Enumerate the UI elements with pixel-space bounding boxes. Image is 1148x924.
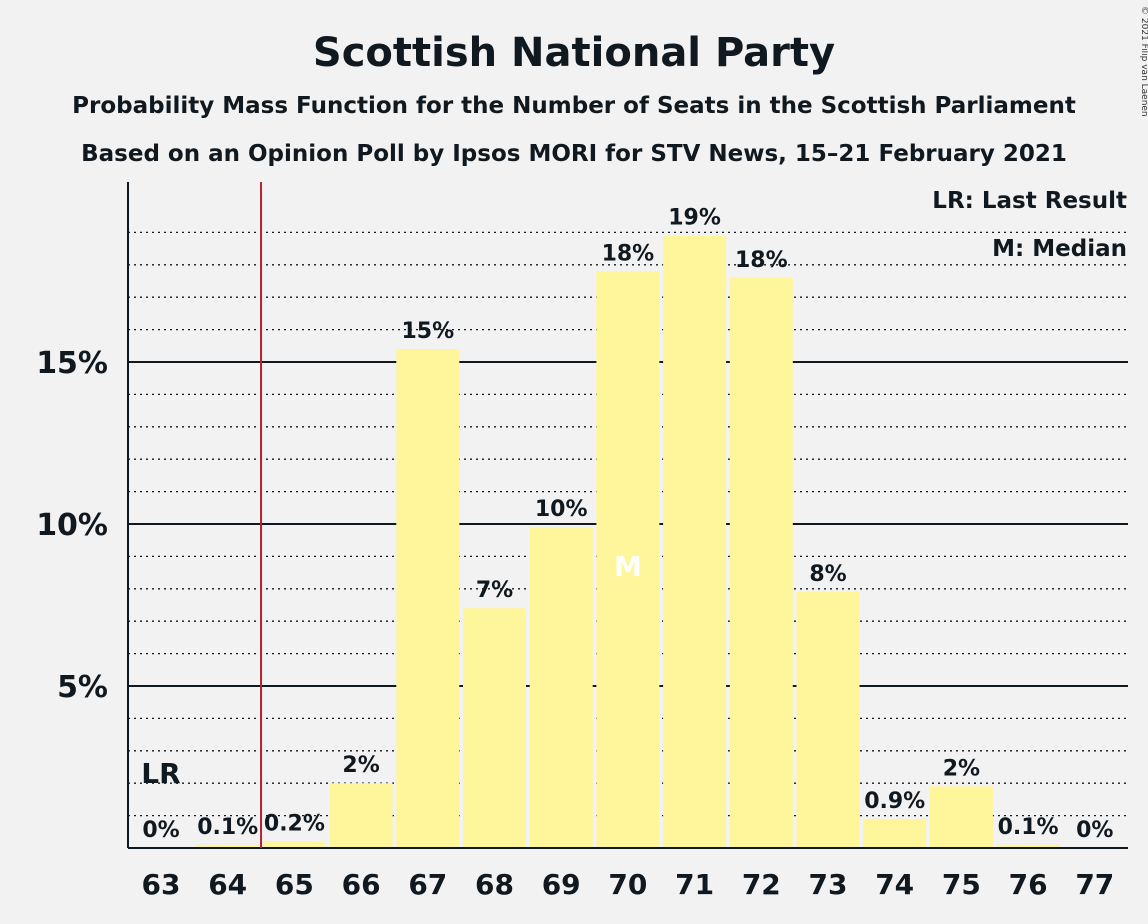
data-label-74: 0.9%: [864, 789, 925, 814]
x-tick-71: 71: [675, 868, 714, 901]
chart-subtitle-2: Based on an Opinion Poll by Ipsos MORI f…: [81, 141, 1067, 167]
x-tick-65: 65: [275, 868, 314, 901]
data-label-71: 19%: [668, 206, 721, 231]
bar-65: [262, 841, 326, 848]
data-label-73: 8%: [809, 562, 846, 587]
x-tick-69: 69: [542, 868, 581, 901]
data-label-69: 10%: [535, 497, 588, 522]
data-label-66: 2%: [342, 753, 379, 778]
data-labels: 0% 0.1% 0.2%2%15%7%10%18%19%18%8%0.9%2%0.1…: [142, 206, 1113, 843]
data-label-64: 0.1%: [197, 815, 258, 840]
x-tick-63: 63: [142, 868, 181, 901]
x-tick-77: 77: [1075, 868, 1114, 901]
copyright-note: © 2021 Filip van Laenen: [1139, 6, 1148, 117]
x-tick-labels: 63 64 65 66 67 68 69 70 71 72 73 74 75 76 77: [142, 868, 1115, 901]
bar-72: [729, 277, 793, 848]
x-tick-70: 70: [608, 868, 647, 901]
data-label-72: 18%: [735, 248, 788, 273]
x-tick-67: 67: [408, 868, 447, 901]
legend-last-result: LR: Last Result: [932, 188, 1127, 214]
bar-64: [196, 844, 260, 848]
x-tick-76: 76: [1009, 868, 1048, 901]
bars-group: [196, 235, 1060, 848]
bar-67: [396, 349, 460, 848]
bar-70: [596, 271, 660, 848]
chart-subtitle-1: Probability Mass Function for the Number…: [72, 93, 1076, 119]
x-tick-72: 72: [742, 868, 781, 901]
x-tick-64: 64: [208, 868, 247, 901]
data-label-68: 7%: [476, 578, 513, 603]
bar-69: [529, 527, 593, 848]
y-tick-15: 15%: [36, 346, 108, 381]
chart-title: Scottish National Party: [313, 30, 835, 76]
data-label-63: 0%: [142, 818, 179, 843]
data-label-76: 0.1%: [998, 815, 1059, 840]
bar-73: [796, 592, 860, 848]
bar-76: [996, 844, 1060, 848]
data-label-77: 0%: [1076, 818, 1113, 843]
median-marker: M: [614, 550, 642, 583]
x-tick-75: 75: [942, 868, 981, 901]
bar-74: [863, 818, 927, 848]
legend-median: M: Median: [992, 236, 1127, 262]
data-label-65: 0.2%: [264, 812, 325, 837]
last-result-marker: LR: [141, 757, 180, 790]
x-tick-66: 66: [342, 868, 381, 901]
y-tick-10: 10%: [36, 508, 108, 543]
bar-71: [663, 235, 727, 848]
y-tick-5: 5%: [57, 670, 108, 705]
x-tick-74: 74: [875, 868, 914, 901]
y-tick-labels: 5% 10% 15%: [36, 346, 108, 705]
x-tick-68: 68: [475, 868, 514, 901]
bar-75: [929, 786, 993, 848]
data-label-70: 18%: [602, 241, 655, 266]
bar-66: [329, 783, 393, 848]
data-label-75: 2%: [943, 756, 980, 781]
data-label-67: 15%: [401, 319, 454, 344]
x-tick-73: 73: [809, 868, 848, 901]
bar-68: [463, 608, 526, 848]
